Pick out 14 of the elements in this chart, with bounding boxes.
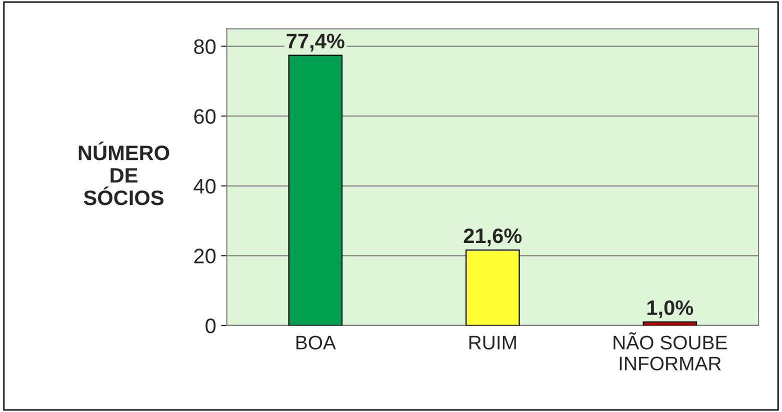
bar	[288, 54, 343, 326]
bar	[642, 321, 698, 326]
x-tick-label: RUIM	[469, 336, 516, 350]
x-tick-label: NÃO SOUBE INFORMAR	[614, 332, 727, 370]
x-tick-label: BOA	[296, 336, 336, 350]
data-label: 77,4%	[286, 34, 344, 52]
y-tick-label: 80	[194, 39, 216, 54]
y-tick-label: 60	[194, 109, 216, 124]
y-tick-label: 20	[194, 248, 216, 264]
data-label: 21,6%	[464, 228, 522, 246]
y-tick-label: 0	[206, 318, 216, 334]
y-tick-label: 40	[194, 178, 216, 194]
data-label: 1,0%	[647, 300, 694, 318]
y-axis-title: NÚMERO DE SÓCIOS	[78, 142, 170, 206]
